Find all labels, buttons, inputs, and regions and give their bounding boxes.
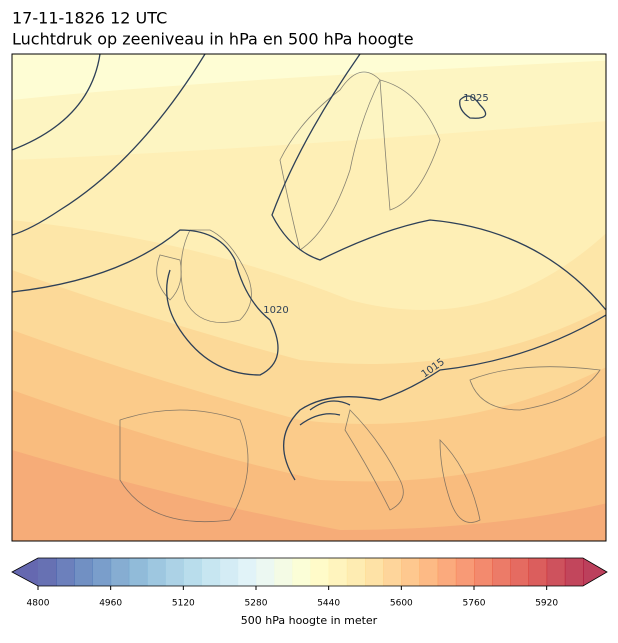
colorbar-extend-high: [583, 558, 607, 586]
title: 17-11-1826 12 UTC: [12, 9, 167, 28]
colorbar-band: [328, 558, 348, 586]
colorbar-band: [147, 558, 166, 586]
subtitle: Luchtdruk op zeeniveau in hPa en 500 hPa…: [12, 30, 414, 49]
colorbar-band: [274, 558, 293, 586]
colorbar-tick-label: 4960: [99, 599, 122, 609]
colorbar-tick-label: 5920: [535, 599, 558, 609]
colorbar-band: [401, 558, 420, 586]
colorbar-band: [455, 558, 475, 586]
colorbar-band: [38, 558, 57, 586]
colorbar-band: [256, 558, 275, 586]
contour-label: 1020: [263, 305, 288, 316]
map-frame: [11, 53, 607, 542]
colorbar-band: [219, 558, 239, 586]
colorbar-band: [437, 558, 457, 586]
colorbar-band: [292, 558, 311, 586]
colorbar-tick-label: 5120: [172, 599, 195, 609]
colorbar-band: [492, 558, 511, 586]
colorbar-band: [92, 558, 112, 586]
colorbar-label: 500 hPa hoogte in meter: [241, 614, 378, 627]
colorbar-band: [383, 558, 402, 586]
colorbar-band: [128, 558, 148, 586]
isobars: [12, 54, 606, 481]
colorbar-band: [56, 558, 75, 586]
colorbar-band: [165, 558, 184, 586]
colorbar-tick-label: 5280: [245, 599, 268, 609]
colorbar-band: [310, 558, 330, 586]
colorbar-band: [528, 558, 548, 586]
colorbar-band: [474, 558, 493, 586]
colorbar-tick-label: 5440: [317, 599, 340, 609]
colorbar-tick-label: 4800: [27, 599, 50, 609]
colorbar-outline: [11, 557, 608, 587]
coastlines: [119, 71, 601, 523]
colorbar-band: [201, 558, 221, 586]
colorbar-tick-label: 5760: [463, 599, 486, 609]
height-band: [12, 450, 606, 541]
colorbar-band: [110, 558, 130, 586]
colorbar-band: [183, 558, 202, 586]
colorbar-band: [74, 558, 93, 586]
colorbar-band: [546, 558, 566, 586]
colorbar-band: [365, 558, 384, 586]
contour-label: 1025: [463, 93, 488, 104]
colorbar-tick-label: 5600: [390, 599, 413, 609]
colorbar-band: [346, 558, 366, 586]
colorbar-band: [510, 558, 529, 586]
map: 1025 1020 1015: [12, 54, 606, 541]
colorbar-band: [419, 558, 439, 586]
colorbar-extend-low: [12, 558, 38, 586]
colorbar-band: [564, 558, 584, 586]
colorbar-band: [237, 558, 257, 586]
colorbar: 4800 4960 5120 5280 5440 5600 5760 5920: [11, 557, 608, 609]
